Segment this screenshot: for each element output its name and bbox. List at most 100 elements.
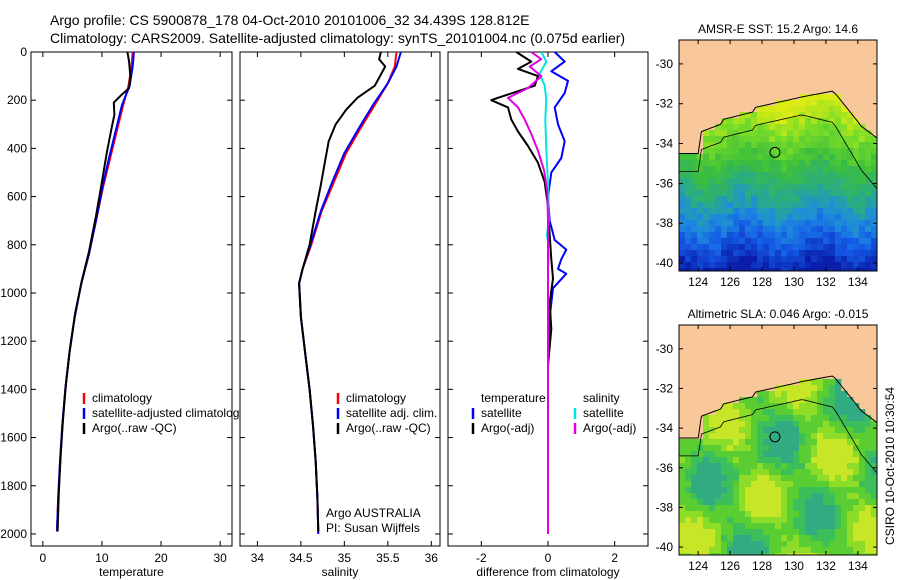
ocean-cell [841,547,848,554]
ocean-cell [847,547,854,554]
ocean-cell [781,487,788,494]
ocean-cell [703,208,710,215]
ocean-cell [763,214,770,221]
ocean-cell [739,397,746,404]
ocean-cell [835,106,842,113]
ocean-cell [829,481,836,488]
ocean-cell [781,493,788,500]
ocean-cell [685,154,692,161]
ocean-cell [697,511,704,518]
temperature-profile-panel: 0 10 20 30020040060080010001200140016001800… [0,45,245,579]
ocean-cell [715,166,722,173]
ocean-cell [757,463,764,470]
ocean-cell [853,433,860,440]
ocean-cell [781,244,788,251]
ocean-cell [703,439,710,446]
ocean-cell [775,154,782,161]
ocean-cell [859,172,866,179]
ocean-cell [871,196,878,203]
ocean-cell [829,499,836,506]
ocean-cell [835,220,842,227]
ocean-cell [733,475,740,482]
ocean-cell [829,523,836,530]
ocean-cell [709,166,716,173]
ocean-cell [841,262,848,269]
ocean-cell [805,451,812,458]
ocean-cell [811,256,818,263]
ocean-cell [823,505,830,512]
legend-label: satellite [583,406,624,420]
ocean-cell [817,421,824,428]
ocean-cell [853,553,860,556]
ocean-cell [703,232,710,239]
sst-map-panel: 124 126 128 130 132 134-30-32-34-36-38-40AMSR… [656,22,878,289]
ocean-cell [847,409,854,416]
ocean-cell [745,148,752,155]
ocean-cell [871,160,878,167]
ocean-cell [733,250,740,257]
ocean-cell [805,136,812,143]
ocean-cell [691,505,698,512]
ocean-cell [721,226,728,233]
ocean-cell [823,232,830,239]
ocean-cell [757,511,764,518]
ocean-cell [847,190,854,197]
ocean-cell [769,469,776,476]
ocean-cell [805,262,812,269]
ocean-cell [715,208,722,215]
ocean-cell [799,130,806,137]
ocean-cell [793,106,800,113]
legend-label: Argo(-adj) [583,421,636,435]
ocean-cell [703,535,710,542]
x-tick-label: 126 [720,559,740,573]
ocean-cell [853,523,860,530]
ocean-cell [787,142,794,149]
ocean-cell [787,118,794,125]
ocean-cell [733,517,740,524]
ocean-cell [769,529,776,536]
ocean-cell [859,493,866,500]
ocean-cell [703,457,710,464]
ocean-cell [835,118,842,125]
ocean-cell [733,154,740,161]
ocean-cell [721,553,728,556]
ocean-cell [733,118,740,125]
ocean-cell [853,142,860,149]
ocean-cell [709,268,716,272]
ocean-cell [865,475,872,482]
ocean-cell [793,172,800,179]
ocean-cell [841,517,848,524]
ocean-cell [853,244,860,251]
ocean-cell [679,475,686,482]
ocean-cell [727,439,734,446]
ocean-cell [811,94,818,101]
ocean-cell [859,208,866,215]
ocean-cell [769,106,776,113]
ocean-cell [787,226,794,233]
ocean-cell [751,196,758,203]
ocean-cell [757,415,764,422]
ocean-cell [763,427,770,434]
ocean-cell [709,148,716,155]
ocean-cell [835,535,842,542]
ocean-cell [685,244,692,251]
ocean-cell [733,493,740,500]
ocean-cell [739,118,746,125]
ocean-cell [811,184,818,191]
ocean-cell [685,232,692,239]
ocean-cell [715,475,722,482]
ocean-cell [853,517,860,524]
ocean-cell [829,433,836,440]
ocean-cell [811,124,818,131]
ocean-cell [733,124,740,131]
ocean-cell [787,463,794,470]
ocean-cell [811,469,818,476]
ocean-cell [733,256,740,263]
ocean-cell [823,487,830,494]
ocean-cell [853,445,860,452]
ocean-cell [781,250,788,257]
ocean-cell [841,511,848,518]
ocean-cell [811,262,818,269]
ocean-cell [733,190,740,197]
y-tick-label: -30 [656,342,674,356]
